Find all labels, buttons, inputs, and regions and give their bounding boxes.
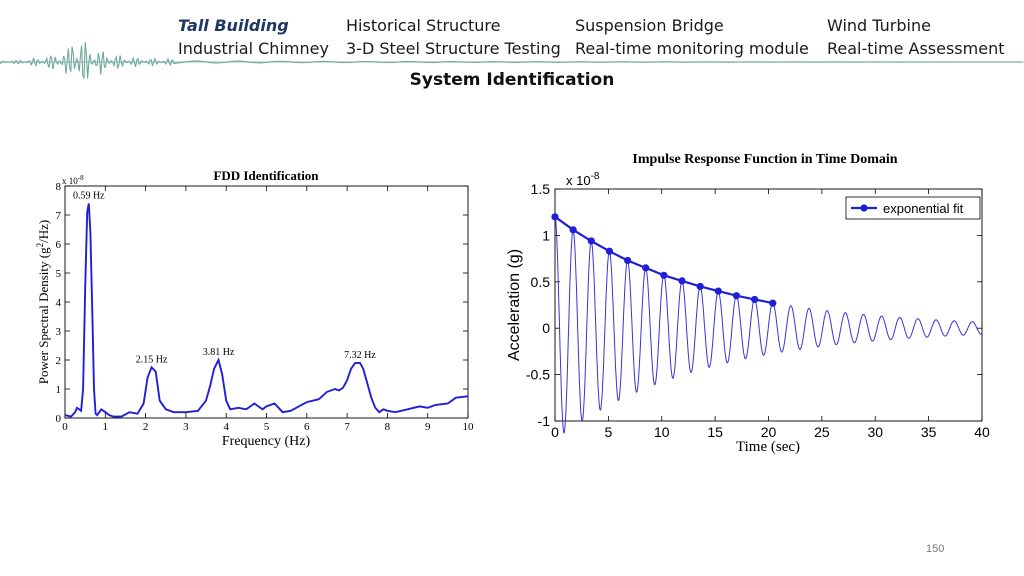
nav-tall-building[interactable]: Tall Building — [178, 16, 289, 35]
irf-y-tick-label: -0.5 — [526, 367, 550, 383]
irf-plot-frame — [554, 188, 983, 422]
irf-fit-marker — [714, 287, 722, 295]
fdd-axis-ticks — [64, 185, 469, 419]
fdd-plot-frame — [64, 185, 469, 419]
irf-chart-title: Impulse Response Function in Time Domain — [632, 152, 897, 167]
irf-fit-marker — [605, 247, 614, 255]
irf-fit-marker — [696, 282, 704, 291]
irf-legend-box — [845, 196, 981, 220]
fdd-psd-line — [64, 203, 469, 418]
irf-x-tick-label: 40 — [974, 424, 990, 440]
fdd-x-tick-label: 7 — [344, 421, 350, 433]
fdd-x-tick-label: 4 — [223, 421, 229, 433]
irf-legend-label: exponential fit — [883, 201, 964, 216]
irf-fit-marker — [769, 299, 777, 307]
fdd-y-tick-label: 5 — [56, 268, 62, 280]
fdd-x-tick-label: 8 — [385, 421, 391, 433]
irf-x-tick-label: 30 — [867, 424, 883, 440]
nav-steel-structure-testing[interactable]: 3-D Steel Structure Testing — [346, 39, 561, 58]
fdd-chart: FDD Identification x 10-8 0 1 2 3 4 5 6 7 8 9 10 0 1… — [35, 168, 475, 449]
irf-fit-marker — [660, 271, 668, 279]
irf-fit-marker — [569, 226, 577, 234]
fdd-y-tick-label: 2 — [56, 355, 62, 367]
nav-suspension-bridge[interactable]: Suspension Bridge — [575, 16, 724, 35]
irf-tick-labels: 0 5 10 15 20 25 30 35 40 -1 -0.5 0 0.5 1 1.5 — [526, 181, 990, 440]
fdd-x-tick-label: 1 — [103, 421, 109, 433]
fdd-x-tick-label: 0 — [62, 421, 68, 433]
irf-x-tick-label: 20 — [761, 424, 777, 440]
fdd-peak-label: 0.59 Hz — [73, 190, 105, 201]
fdd-y-tick-label: 6 — [56, 239, 62, 251]
impulse-response-chart: Impulse Response Function in Time Domain… — [506, 152, 990, 455]
irf-fit-marker — [623, 256, 632, 265]
fdd-peak-label: 3.81 Hz — [203, 347, 235, 358]
banner-decoration — [0, 42, 1024, 80]
fdd-y-tick-label: 4 — [56, 297, 62, 309]
fdd-tick-labels: 0 1 2 3 4 5 6 7 8 9 10 0 1 2 3 4 5 6 7 8 — [56, 181, 475, 433]
irf-fit-markers — [551, 213, 777, 307]
irf-fit-marker — [551, 213, 559, 221]
fdd-peak-annotations: 0.59 Hz 2.15 Hz 3.81 Hz 7.32 Hz — [73, 190, 376, 365]
nav-realtime-assessment[interactable]: Real-time Assessment — [827, 39, 1005, 58]
fdd-x-tick-label: 9 — [425, 421, 431, 433]
fdd-x-tick-label: 2 — [143, 421, 149, 433]
irf-y-tick-label: 0 — [542, 320, 550, 336]
fdd-x-tick-label: 3 — [183, 421, 189, 433]
irf-x-tick-label: 15 — [707, 424, 723, 440]
fdd-y-tick-label: 8 — [56, 181, 62, 193]
fdd-y-tick-label: 0 — [56, 413, 62, 425]
irf-x-tick-label: 5 — [604, 424, 612, 440]
section-title: System Identification — [409, 70, 615, 90]
seismic-wave-graphic — [0, 42, 1022, 80]
fdd-chart-title: FDD Identification — [213, 168, 319, 183]
fdd-peak-label: 7.32 Hz — [344, 350, 376, 361]
fdd-peak-label: 2.15 Hz — [136, 354, 168, 365]
irf-fit-marker — [751, 295, 759, 304]
irf-y-tick-label: -1 — [538, 413, 551, 429]
nav-realtime-monitoring[interactable]: Real-time monitoring module — [575, 39, 809, 58]
irf-fit-marker — [732, 292, 741, 300]
irf-axis-ticks — [554, 188, 983, 422]
irf-legend-marker — [860, 204, 868, 212]
irf-y-multiplier: x 10-8 — [566, 171, 600, 188]
irf-x-tick-label: 25 — [814, 424, 830, 440]
nav-wind-turbine[interactable]: Wind Turbine — [827, 16, 931, 35]
nav-historical-structure[interactable]: Historical Structure — [346, 16, 501, 35]
fdd-y-tick-label: 3 — [56, 326, 62, 338]
irf-x-tick-label: 0 — [551, 424, 559, 440]
irf-y-tick-label: 1 — [542, 227, 550, 243]
irf-legend: exponential fit — [845, 196, 981, 220]
fdd-x-axis-label: Frequency (Hz) — [222, 434, 311, 449]
irf-y-axis-label: Acceleration (g) — [506, 249, 523, 361]
fdd-x-tick-label: 6 — [304, 421, 310, 433]
fdd-x-tick-label: 5 — [264, 421, 270, 433]
irf-y-tick-label: 0.5 — [531, 274, 551, 290]
irf-x-tick-label: 35 — [921, 424, 937, 440]
fdd-y-tick-label: 1 — [56, 384, 62, 396]
irf-y-tick-label: 1.5 — [531, 181, 551, 197]
fdd-y-multiplier: x 10-8 — [62, 174, 84, 186]
irf-fit-marker — [587, 237, 595, 245]
irf-response-line — [554, 216, 983, 435]
irf-x-tick-label: 10 — [654, 424, 670, 440]
irf-fit-marker — [642, 264, 650, 272]
fdd-y-axis-label: Power Spectral Density (g2/Hz) — [35, 220, 51, 384]
fdd-x-tick-label: 10 — [463, 421, 475, 433]
nav-industrial-chimney[interactable]: Industrial Chimney — [178, 39, 329, 58]
irf-x-axis-label: Time (sec) — [736, 439, 800, 455]
fdd-y-tick-label: 7 — [56, 210, 62, 222]
page-number: 150 — [926, 543, 945, 555]
irf-fit-marker — [678, 277, 686, 285]
